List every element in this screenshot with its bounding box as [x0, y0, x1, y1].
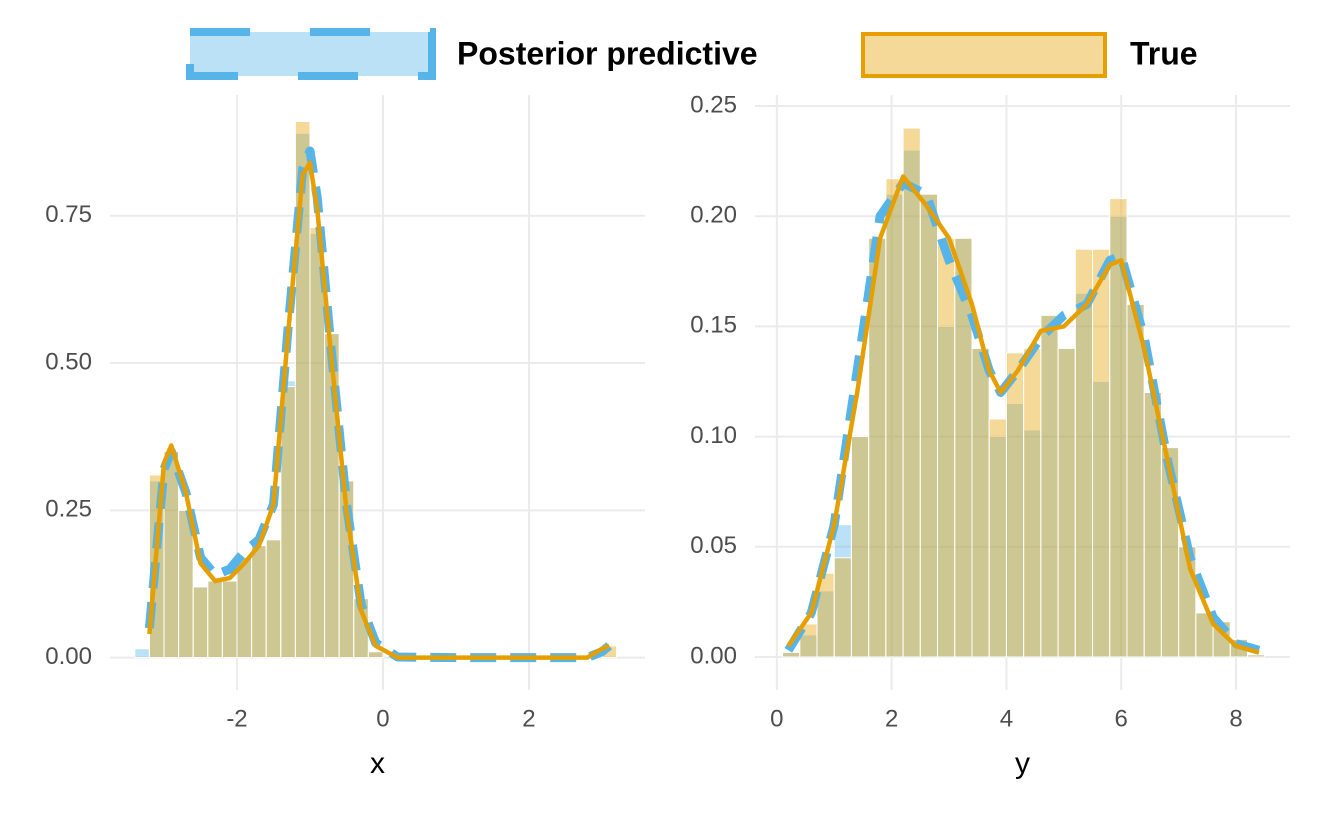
histogram-bar [367, 651, 384, 659]
legend-key [861, 32, 1107, 78]
histogram-bar [1005, 352, 1025, 658]
histogram-bar [885, 178, 904, 658]
panel [755, 95, 1290, 690]
y-tick-label: 0.00 [690, 642, 737, 669]
histogram-bar [192, 586, 209, 659]
histogram-bar [1247, 654, 1266, 658]
histogram-bar [988, 418, 1007, 658]
panel [110, 95, 645, 690]
histogram-bar [178, 509, 194, 659]
x-tick-label: 6 [1115, 705, 1128, 732]
density-line [147, 160, 611, 660]
histogram-bar [221, 580, 238, 659]
x-axis-label: x [370, 747, 385, 780]
histogram-bar [236, 556, 253, 659]
y-tick-label: 0.75 [45, 201, 92, 228]
histogram-bar [919, 193, 939, 658]
y-tick-label: 0.00 [45, 643, 92, 670]
x-tick-label: 0 [770, 705, 783, 732]
histogram-bar [1126, 303, 1145, 658]
histogram-bar [294, 121, 311, 659]
legend-label: True [1130, 35, 1198, 71]
y-tick-label: 0.15 [690, 312, 737, 339]
histogram-bar [1057, 347, 1076, 658]
histogram-bar [971, 347, 990, 658]
x-tick-label: -2 [226, 705, 247, 732]
x-tick-label: 4 [1000, 705, 1013, 732]
y-tick-label: 0.25 [690, 91, 737, 118]
y-tick-label: 0.10 [690, 422, 737, 449]
histogram-bar [850, 436, 870, 658]
histogram-bar [163, 450, 180, 659]
histogram-bar [833, 557, 852, 658]
x-axis-label: y [1015, 747, 1030, 780]
histogram-bar [265, 539, 282, 659]
histogram-bar [1023, 347, 1042, 658]
y-tick-label: 0.25 [45, 496, 92, 523]
legend-label: Posterior predictive [457, 35, 758, 71]
histogram-bar [902, 127, 921, 658]
y-tick-label: 0.50 [45, 348, 92, 375]
histogram-bar [1040, 314, 1059, 658]
histogram-bar [251, 545, 267, 659]
x-tick-label: 0 [376, 705, 389, 732]
histogram-bar [134, 648, 150, 659]
x-tick-label: 2 [885, 705, 898, 732]
x-tick-label: 2 [522, 705, 535, 732]
x-tick-label: 8 [1229, 705, 1242, 732]
histogram-bar [937, 237, 956, 658]
y-tick-label: 0.20 [690, 202, 737, 229]
histogram-bar [782, 652, 801, 658]
legend-key [186, 28, 436, 80]
y-tick-label: 0.05 [690, 532, 737, 559]
histogram-bar [207, 580, 223, 659]
histogram-bar [1092, 248, 1111, 658]
density-line [786, 174, 1260, 655]
